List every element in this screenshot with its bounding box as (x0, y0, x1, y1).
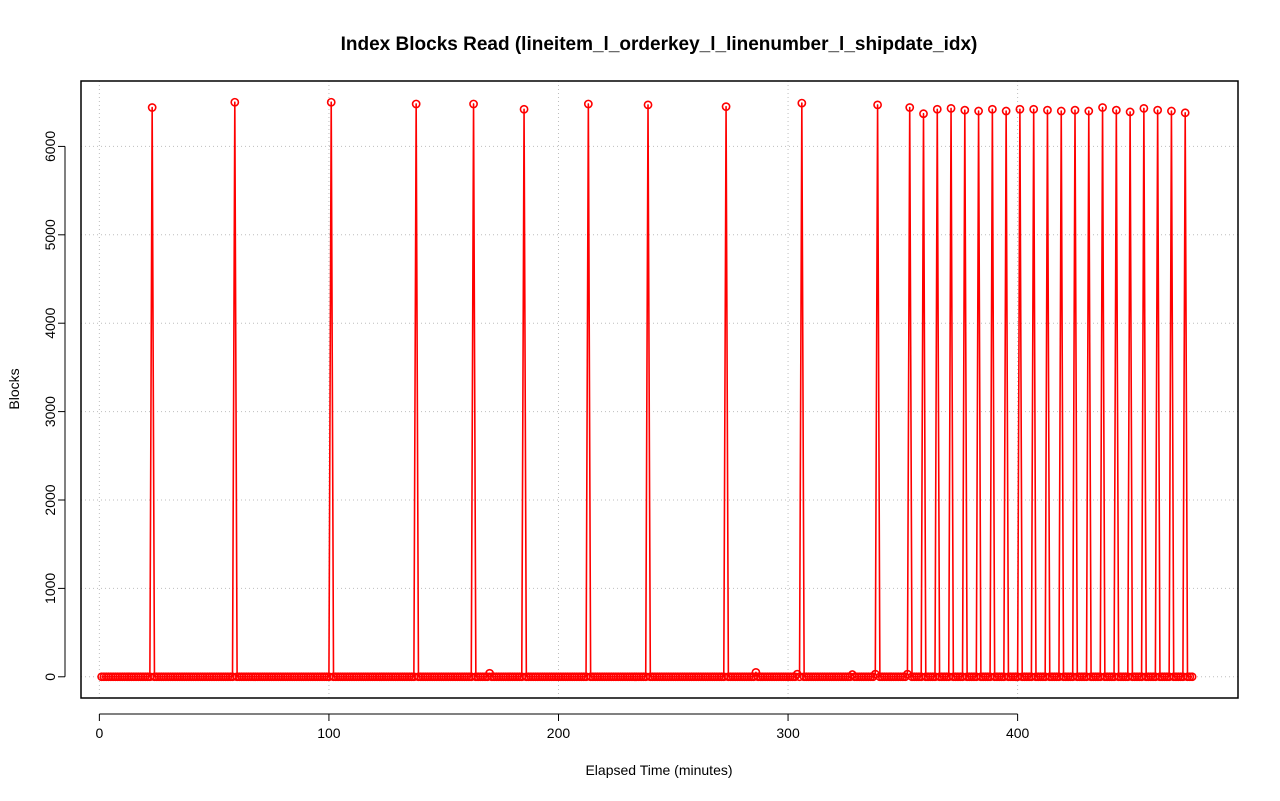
data-point (1139, 104, 1149, 113)
data-point (643, 100, 653, 110)
data-point (974, 106, 983, 116)
y-tick-label: 4000 (42, 307, 58, 338)
data-point (987, 104, 997, 114)
y-tick-label: 1000 (42, 573, 58, 604)
data-point (1153, 105, 1163, 115)
data-point (1125, 107, 1135, 117)
data-point (1084, 106, 1094, 116)
data-point (905, 103, 915, 112)
x-tick-label: 0 (95, 725, 103, 741)
data-point (932, 104, 942, 114)
data-point (1187, 672, 1197, 682)
data-point (946, 104, 956, 113)
data-point (873, 100, 882, 110)
data-point (960, 105, 970, 115)
y-tick-label: 0 (42, 673, 58, 681)
data-point (797, 98, 807, 108)
x-tick-label: 300 (776, 725, 800, 741)
data-point (147, 103, 157, 112)
grid (81, 81, 1238, 698)
y-axis: 0 1000 2000 3000 4000 5000 6000 (42, 131, 66, 681)
data-point (1070, 105, 1080, 115)
data-point (1098, 103, 1107, 112)
data-point (1056, 106, 1066, 116)
y-tick-label: 6000 (42, 131, 58, 162)
data-point (1167, 106, 1176, 116)
x-tick-label: 400 (1006, 725, 1030, 741)
data-point (411, 99, 421, 109)
x-axis: 0 100 200 300 400 (95, 713, 1030, 741)
x-tick-label: 200 (547, 725, 571, 741)
data-point (583, 99, 593, 109)
data-point (1029, 104, 1039, 114)
data-point (326, 97, 336, 107)
y-tick-label: 2000 (42, 484, 58, 515)
x-axis-label: Elapsed Time (minutes) (585, 762, 732, 778)
y-axis-label: Blocks (6, 368, 22, 409)
series-line (101, 101, 1193, 678)
data-point (1001, 106, 1011, 116)
data-point (1015, 104, 1025, 114)
data-point (1111, 105, 1121, 115)
data-point (751, 667, 761, 677)
data-point (919, 109, 928, 119)
data-point (469, 99, 478, 109)
chart-title: Index Blocks Read (lineitem_l_orderkey_l… (341, 34, 978, 55)
y-tick-label: 3000 (42, 396, 58, 427)
y-tick-label: 5000 (42, 219, 58, 250)
data-point (721, 102, 731, 112)
data-point (519, 104, 529, 114)
data-point (1043, 105, 1052, 115)
data-point (1180, 108, 1190, 118)
series (97, 97, 1197, 682)
plot-frame (80, 80, 1239, 699)
data-point (230, 97, 240, 107)
x-tick-label: 100 (317, 725, 341, 741)
